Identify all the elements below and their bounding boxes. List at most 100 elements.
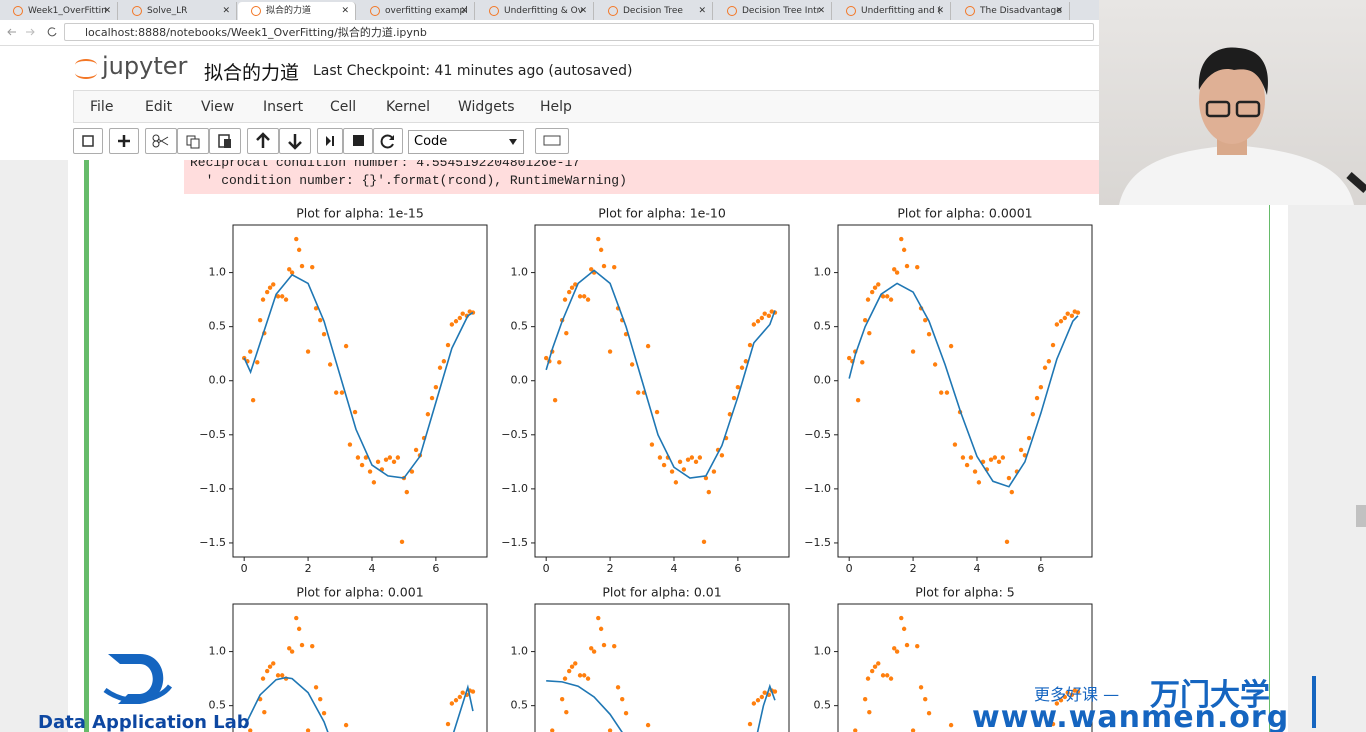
sample-point [310, 643, 315, 649]
insert-button[interactable] [109, 128, 139, 154]
sample-point [1065, 311, 1070, 316]
copy-button[interactable] [177, 128, 209, 154]
menu-item[interactable]: File [90, 99, 114, 115]
sample-point [321, 711, 327, 716]
sample-point [391, 459, 397, 465]
tab-close[interactable]: ✕ [341, 6, 349, 16]
tab-close[interactable]: ✕ [460, 6, 468, 16]
url-field[interactable]: localhost:8888/notebooks/Week1_OverFitti… [64, 23, 1094, 41]
sample-point [562, 297, 568, 302]
sample-point [287, 646, 292, 651]
y-tick-label: −0.5 [199, 428, 226, 441]
sample-point [867, 709, 872, 715]
y-tick-label: 0.5 [814, 320, 832, 333]
save-button[interactable] [73, 128, 103, 154]
tab-close[interactable]: ✕ [698, 6, 706, 16]
menu-item[interactable]: View [201, 99, 235, 115]
sample-point [299, 642, 305, 648]
sample-point [321, 332, 327, 337]
sample-point [280, 294, 285, 299]
sample-point [711, 469, 717, 474]
tab-icon [370, 6, 380, 16]
move-down-button[interactable] [279, 128, 311, 154]
sample-point [1054, 322, 1060, 327]
sample-point [869, 668, 875, 674]
webcam-overlay [1099, 0, 1366, 205]
sample-point [289, 270, 295, 275]
plot-frame [837, 224, 1093, 558]
menu-item[interactable]: Widgets [458, 99, 515, 115]
sample-point [557, 360, 562, 365]
sample-point [264, 289, 270, 295]
cut-button[interactable] [145, 128, 177, 154]
sample-point [287, 267, 292, 272]
sample-point [888, 676, 894, 681]
sample-point [855, 397, 861, 403]
sample-point [944, 390, 950, 395]
browser-tab[interactable]: Decision Tree ✕ [595, 2, 713, 20]
sample-point [383, 457, 389, 462]
sample-point [305, 728, 311, 732]
jupyter-logo[interactable]: jupyter [102, 52, 188, 80]
sample-point [296, 247, 302, 253]
sample-point [988, 457, 994, 462]
tab-close[interactable]: ✕ [222, 6, 230, 16]
tab-icon [132, 6, 142, 16]
sample-point [960, 455, 966, 460]
sample-point [375, 459, 381, 465]
sample-point [318, 696, 323, 702]
sample-point [615, 685, 621, 690]
menu-item[interactable]: Edit [145, 99, 173, 115]
tab-icon [727, 6, 737, 16]
run-button[interactable] [317, 128, 343, 154]
paste-button[interactable] [209, 128, 241, 154]
browser-tab[interactable]: Solve_LR ✕ [119, 2, 237, 20]
sample-point [275, 294, 281, 299]
browser-tab[interactable]: Underfitting & Ov ✕ [476, 2, 594, 20]
browser-tab[interactable]: overfitting exampl ✕ [357, 2, 475, 20]
browser-tab[interactable]: Decision Tree Intr ✕ [714, 2, 832, 20]
menu-item[interactable]: Help [540, 99, 572, 115]
sample-point [654, 409, 660, 415]
y-tick-label: −1.5 [501, 536, 528, 549]
browser-tab[interactable]: 拟合的力道 ✕ [238, 2, 356, 20]
sample-point [649, 442, 655, 447]
restart-button[interactable] [373, 128, 403, 154]
cell-border [1269, 160, 1270, 732]
sample-point [759, 694, 765, 700]
tab-close[interactable]: ✕ [936, 6, 944, 16]
sample-point [1026, 435, 1032, 441]
tab-close[interactable]: ✕ [103, 6, 111, 16]
sample-point [1075, 310, 1081, 315]
sample-point [343, 343, 349, 349]
y-tick-label: −1.0 [199, 482, 226, 495]
notebook-name[interactable]: 拟合的力道 [204, 62, 300, 84]
sample-point [904, 263, 910, 269]
tab-close[interactable]: ✕ [817, 6, 825, 16]
menu-item[interactable]: Cell [330, 99, 357, 115]
menu-item[interactable]: Insert [263, 99, 304, 115]
tab-close[interactable]: ✕ [579, 6, 587, 16]
sample-point [453, 319, 459, 324]
move-up-button[interactable] [247, 128, 279, 154]
scrollbar-thumb[interactable] [1356, 505, 1366, 527]
sample-point [1062, 315, 1068, 321]
browser-tab[interactable]: The Disadvantage ✕ [952, 2, 1070, 20]
sample-point [992, 455, 998, 460]
y-tick-label: −0.5 [501, 428, 528, 441]
sample-point [747, 721, 753, 727]
sample-point [1065, 690, 1070, 695]
stop-button[interactable] [343, 128, 373, 154]
cell-type-select[interactable]: Code [408, 130, 524, 154]
sample-point [566, 289, 572, 295]
browser-tab[interactable]: Underfitting and (✕ [833, 2, 951, 20]
keyboard-button[interactable] [535, 128, 569, 154]
tab-close[interactable]: ✕ [1055, 6, 1063, 16]
nav-buttons[interactable] [4, 24, 60, 40]
menu-item[interactable]: Kernel [386, 99, 430, 115]
sample-point [869, 289, 875, 295]
browser-tab[interactable]: Week1_OverFittin ✕ [0, 2, 118, 20]
sample-point [275, 673, 281, 678]
tab-title: Underfitting & Ov [504, 6, 584, 16]
